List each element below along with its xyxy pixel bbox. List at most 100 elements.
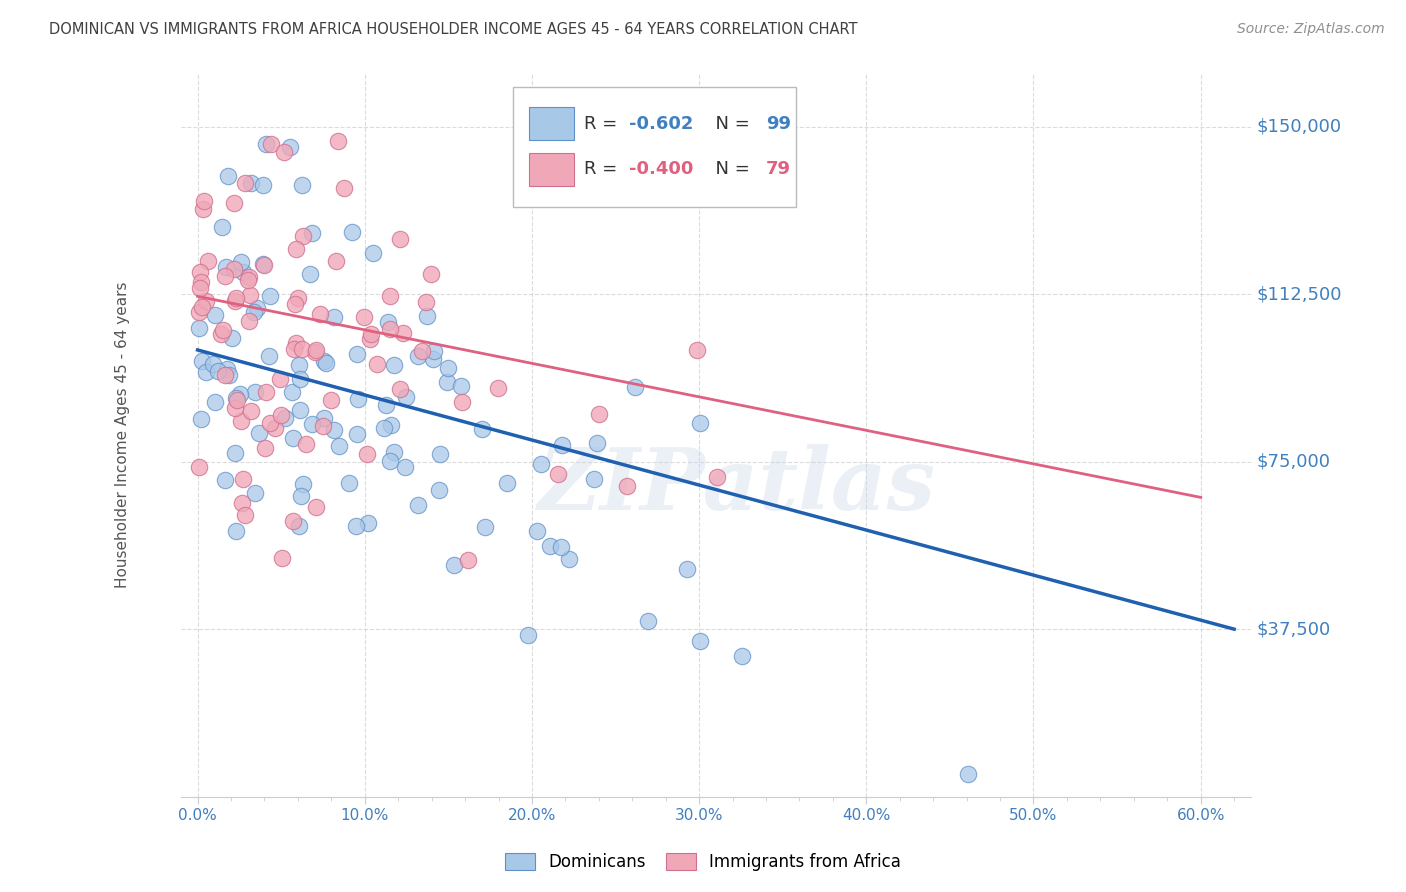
Point: [366, 357, 388, 371]
Point: [236, 273, 259, 287]
Point: [283, 514, 305, 528]
Point: [283, 343, 305, 357]
Point: [689, 416, 711, 430]
Point: [214, 368, 236, 382]
Point: [360, 327, 382, 342]
Point: [353, 310, 375, 324]
Legend: Dominicans, Immigrants from Africa: Dominicans, Immigrants from Africa: [496, 845, 910, 880]
Point: [443, 558, 465, 573]
Point: [291, 178, 314, 192]
Point: [218, 368, 240, 383]
Point: [212, 323, 235, 337]
Point: [291, 228, 314, 243]
Point: [423, 343, 446, 358]
Point: [305, 343, 328, 358]
Point: [274, 411, 297, 425]
Point: [233, 176, 256, 190]
Point: [224, 445, 246, 459]
Point: [392, 326, 415, 341]
Point: [686, 343, 709, 358]
Point: [305, 500, 328, 514]
FancyBboxPatch shape: [529, 107, 574, 140]
Point: [956, 767, 979, 781]
Text: R =: R =: [585, 115, 623, 133]
Point: [240, 403, 263, 417]
Point: [342, 225, 364, 239]
Point: [225, 391, 247, 405]
Point: [239, 177, 262, 191]
Text: $112,500: $112,500: [1256, 285, 1341, 303]
Text: $150,000: $150,000: [1256, 118, 1341, 136]
Point: [323, 423, 346, 437]
Point: [204, 394, 226, 409]
Point: [474, 520, 496, 534]
Point: [288, 358, 311, 372]
Point: [312, 354, 335, 368]
Point: [378, 321, 401, 335]
Point: [191, 300, 214, 314]
Text: N =: N =: [704, 115, 755, 133]
Point: [217, 361, 239, 376]
Point: [281, 385, 304, 400]
Point: [411, 344, 433, 359]
Point: [557, 552, 579, 566]
Point: [247, 425, 270, 440]
Point: [624, 380, 647, 394]
Point: [394, 459, 416, 474]
Point: [471, 422, 494, 436]
Point: [616, 478, 638, 492]
Point: [190, 412, 212, 426]
Point: [214, 473, 236, 487]
Point: [359, 332, 381, 346]
Text: Source: ZipAtlas.com: Source: ZipAtlas.com: [1237, 22, 1385, 37]
Point: [239, 288, 262, 302]
Point: [422, 351, 444, 366]
Point: [285, 336, 308, 351]
Text: ZIPatlas: ZIPatlas: [538, 443, 936, 527]
Point: [382, 358, 405, 372]
Point: [406, 498, 429, 512]
Point: [211, 220, 233, 235]
Point: [243, 486, 266, 500]
Point: [188, 305, 211, 319]
Point: [450, 378, 472, 392]
Point: [221, 331, 243, 345]
Point: [292, 476, 315, 491]
Point: [586, 436, 609, 450]
Point: [415, 309, 437, 323]
Point: [457, 553, 479, 567]
Text: R =: R =: [585, 161, 623, 178]
Point: [257, 349, 280, 363]
Point: [188, 280, 211, 294]
Point: [188, 265, 211, 279]
Point: [676, 562, 699, 576]
Point: [252, 258, 274, 272]
Point: [187, 320, 209, 334]
Point: [252, 178, 274, 192]
Point: [312, 411, 335, 425]
Point: [231, 255, 253, 269]
Point: [346, 347, 368, 361]
Point: [516, 628, 538, 642]
Point: [238, 314, 260, 328]
Point: [231, 496, 253, 510]
Point: [538, 539, 561, 553]
Point: [254, 384, 277, 399]
Point: [215, 260, 238, 275]
Point: [290, 489, 312, 503]
Point: [281, 432, 304, 446]
Point: [551, 438, 574, 452]
Point: [207, 364, 229, 378]
Point: [301, 226, 323, 240]
Point: [356, 516, 378, 530]
Point: [224, 293, 246, 308]
Point: [486, 380, 509, 394]
Point: [224, 401, 246, 416]
Text: 79: 79: [766, 161, 792, 178]
Point: [287, 291, 309, 305]
Point: [232, 265, 254, 279]
Point: [530, 458, 553, 472]
Point: [315, 356, 337, 370]
Point: [278, 140, 301, 154]
Point: [436, 361, 458, 376]
